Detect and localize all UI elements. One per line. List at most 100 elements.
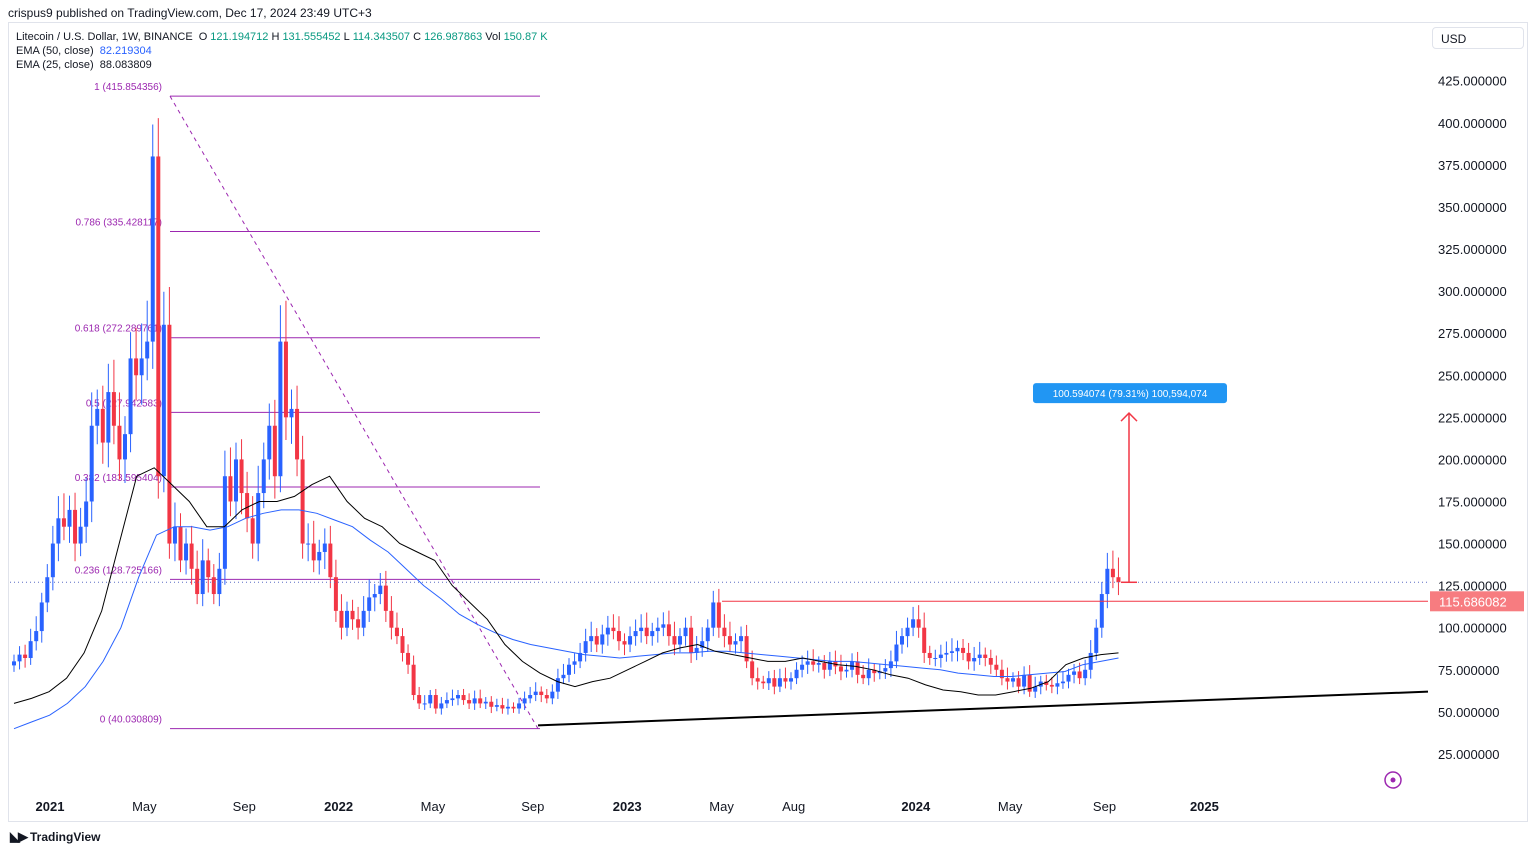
candle-body [422, 703, 427, 705]
resistance-price-label: 115.686082 [1439, 594, 1507, 609]
candle-body [900, 636, 904, 645]
y-axis-tick-label: 275.000000 [1438, 326, 1507, 341]
candle-body [505, 706, 510, 709]
candle-body [772, 678, 777, 687]
candle-body [322, 543, 327, 552]
candle-body [156, 156, 161, 477]
candle-body [877, 671, 882, 674]
currency-selector[interactable]: USD [1432, 27, 1524, 49]
candle-body [1077, 671, 1082, 679]
candle-body [1088, 652, 1093, 670]
candle-body [117, 425, 122, 460]
y-axis-tick-label: 225.000000 [1438, 410, 1507, 425]
tradingview-brand[interactable]: ◣▶ TradingView [10, 829, 100, 845]
candle-body [611, 627, 616, 632]
high-label: H [271, 31, 280, 43]
candle-body [855, 661, 860, 675]
candle-body [777, 678, 782, 687]
candle-body [766, 678, 771, 684]
ema25-label: EMA (25, close) [16, 59, 94, 71]
candle-body [178, 526, 183, 561]
candle-body [478, 698, 483, 704]
ema50-row[interactable]: EMA (50, close) 82.219304 [16, 44, 548, 58]
candle-body [705, 627, 710, 642]
candle-body [78, 526, 83, 544]
open-value: 121.194712 [210, 31, 269, 43]
candle-body [500, 705, 505, 709]
resistance-price-badge [1430, 591, 1524, 612]
candle-body [406, 652, 411, 665]
candle-body [400, 636, 405, 653]
x-axis-tick-label: 2021 [36, 799, 65, 814]
ema25-row[interactable]: EMA (25, close) 88.083809 [16, 58, 548, 72]
candle-body [550, 691, 555, 699]
candle-body [972, 657, 977, 662]
fib-trend-line [169, 95, 539, 729]
candle-body [567, 664, 571, 675]
candle-body [361, 610, 366, 628]
candle-body [938, 654, 943, 658]
chart-legend: Litecoin / U.S. Dollar, 1W, BINANCE O 121… [16, 30, 548, 72]
ema50-value: 82.219304 [99, 45, 152, 57]
candle-body [578, 652, 583, 662]
candle-body [372, 594, 377, 598]
candle-body [700, 641, 705, 648]
candle-body [472, 698, 477, 704]
x-axis-tick-label: 2022 [324, 799, 353, 814]
candle-body [561, 674, 566, 679]
candle-body [150, 156, 155, 342]
candle-body [744, 636, 749, 662]
candle-body [683, 627, 688, 637]
candle-body [927, 652, 932, 658]
candle-body [89, 425, 94, 502]
candle-body [944, 652, 949, 655]
candle-body [1066, 674, 1071, 682]
candle-body [977, 654, 982, 658]
candle-body [317, 551, 322, 561]
fib-level-label: 0.236 (128.725166) [75, 565, 162, 576]
candle-body [50, 543, 55, 578]
candle-body [444, 700, 449, 704]
chart-frame [8, 22, 1528, 822]
candle-body [922, 627, 927, 653]
candle-body [644, 627, 649, 637]
candle-body [134, 358, 139, 376]
candle-body [289, 408, 294, 418]
time-marker-icon [1384, 771, 1402, 789]
candle-body [139, 358, 144, 376]
candle-body [389, 610, 394, 628]
close-value: 126.987863 [424, 31, 483, 43]
ascending-trendline [537, 690, 1429, 727]
volume-value: 150.87 K [503, 31, 548, 43]
candle-body [955, 647, 960, 652]
candle-body [211, 577, 216, 595]
candle-body [1105, 568, 1110, 595]
candle-body [411, 664, 416, 696]
y-axis-tick-label: 325.000000 [1438, 242, 1507, 257]
candle-body [894, 644, 899, 662]
candle-body [733, 641, 738, 645]
candle-body [694, 647, 699, 653]
candle-body [433, 695, 438, 709]
measure-label-text: 100.594074 (79.31%) 100,594,074 [1053, 389, 1208, 400]
candle-body [394, 627, 399, 637]
candle-body [17, 654, 22, 662]
candle-body [489, 701, 494, 707]
candle-body [195, 568, 200, 595]
candle-body [84, 501, 89, 527]
candle-body [378, 585, 383, 595]
candle-body [933, 657, 938, 659]
candle-body [628, 636, 633, 645]
x-axis-tick-label: May [998, 799, 1023, 814]
ema50-label: EMA (50, close) [16, 45, 94, 57]
candle-body [666, 624, 671, 637]
symbol-name[interactable]: Litecoin / U.S. Dollar, 1W, BINANCE [16, 31, 193, 43]
candle-body [339, 610, 344, 628]
candle-body [678, 636, 682, 645]
candle-body [800, 664, 805, 670]
candle-body [295, 408, 300, 460]
candle-body [256, 493, 261, 544]
y-axis-tick-label: 75.000000 [1438, 663, 1499, 678]
candle-body [1110, 568, 1115, 578]
